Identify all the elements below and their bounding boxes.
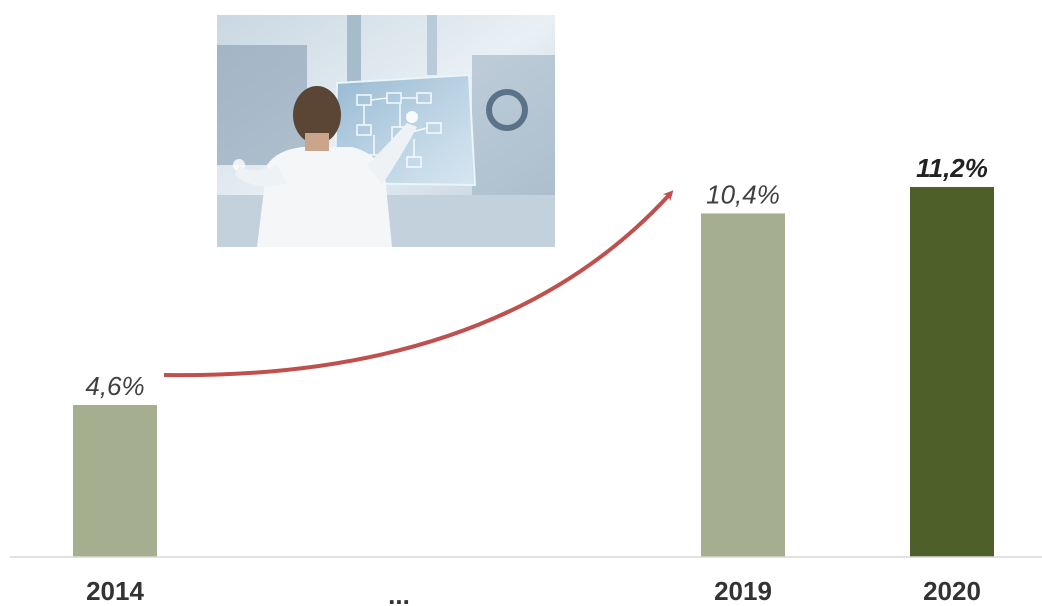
bar-2020 [910, 187, 994, 557]
data-label-2019: 10,4% [706, 179, 780, 209]
trend-arrow [163, 190, 674, 378]
industrial-touchscreen-photo [217, 15, 555, 247]
x-tick-label-2014: 2014 [86, 576, 144, 606]
data-label-2020: 11,2% [916, 153, 988, 183]
x-tick-label-2019: 2019 [714, 576, 772, 606]
data-label-2014: 4,6% [85, 371, 144, 401]
x-tick-label-2020: 2020 [923, 576, 981, 606]
industrial-touchscreen-photo-icon [217, 15, 555, 247]
bar-2019 [701, 213, 785, 557]
x-tick-label-ellipsis: ... [388, 580, 410, 606]
bar-2014 [73, 405, 157, 557]
